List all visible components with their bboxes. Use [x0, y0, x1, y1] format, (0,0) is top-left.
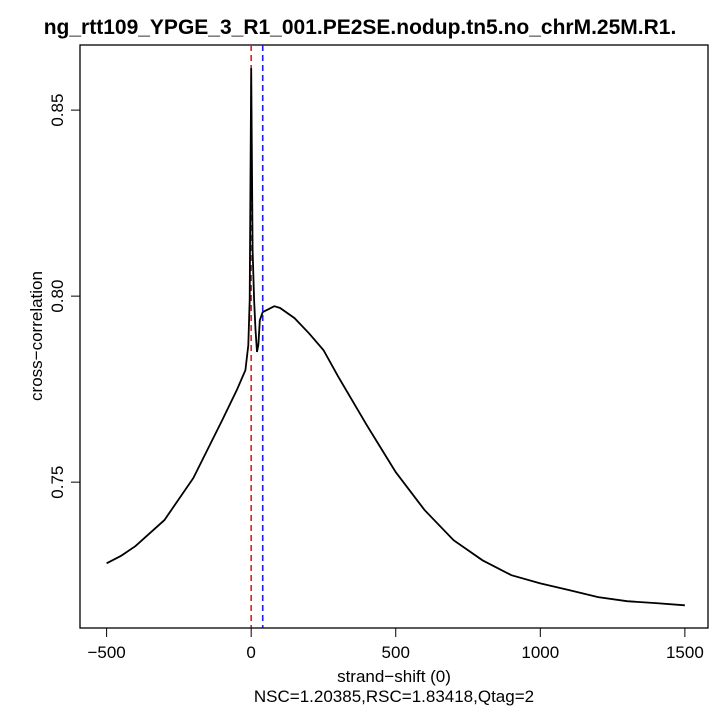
plot-frame	[79, 44, 709, 629]
x-tick-label: 1000	[521, 643, 559, 662]
y-axis-label: cross−correlation	[27, 271, 46, 401]
x-tick-label: 500	[382, 643, 410, 662]
chart-subtitle: NSC=1.20385,RSC=1.83418,Qtag=2	[254, 687, 534, 706]
y-tick-label: 0.80	[48, 280, 67, 313]
x-tick-label: −500	[87, 643, 125, 662]
x-tick-label: 0	[246, 643, 255, 662]
y-tick-label: 0.85	[48, 94, 67, 127]
series-line	[106, 68, 685, 607]
x-axis-label: strand−shift (0)	[337, 667, 451, 686]
chart-title: ng_rtt109_YPGE_3_R1_001.PE2SE.nodup.tn5.…	[44, 16, 677, 39]
x-tick-label: 1500	[666, 643, 704, 662]
y-tick-label: 0.75	[48, 466, 67, 499]
